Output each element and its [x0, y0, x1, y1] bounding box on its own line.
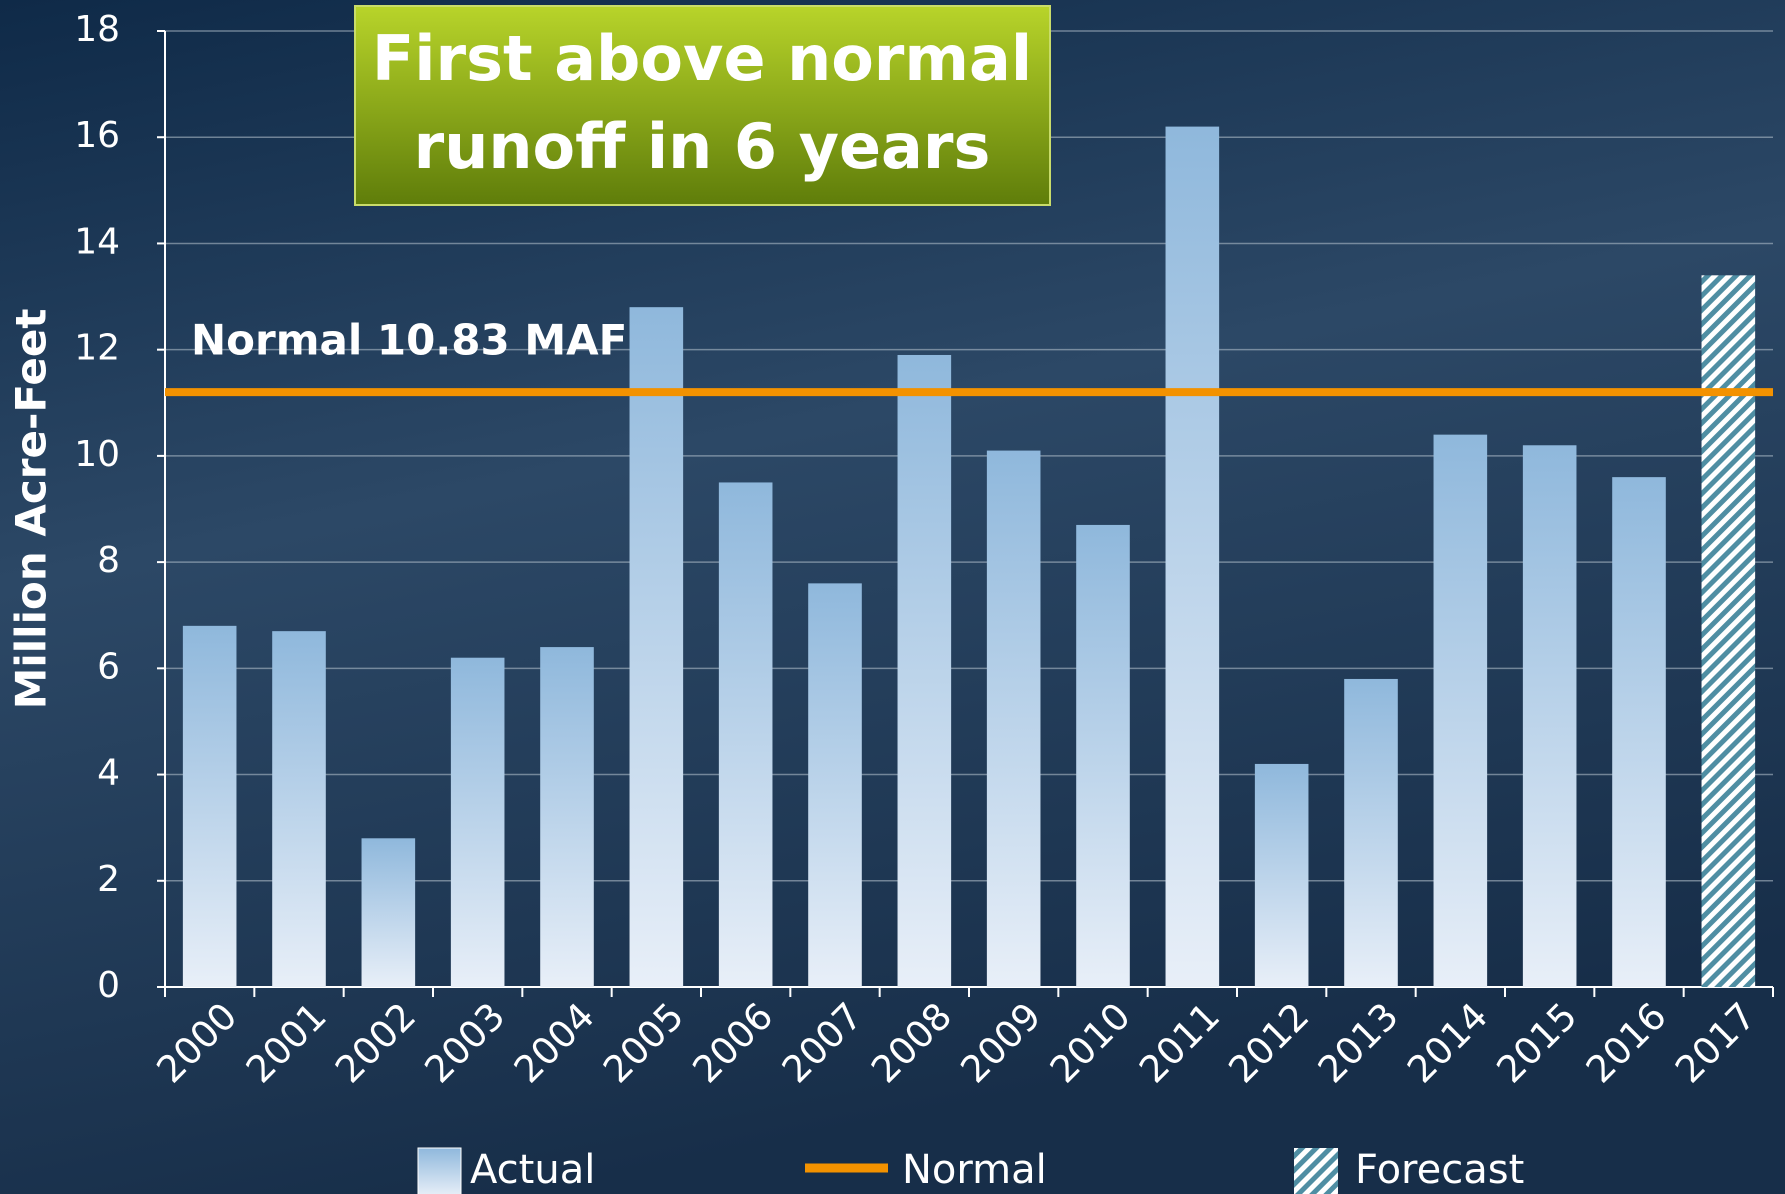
- y-tick-label: 10: [74, 434, 120, 475]
- bar: [361, 838, 416, 987]
- annotation: Normal 10.83 MAF: [191, 316, 627, 365]
- y-tick-label: 18: [74, 9, 120, 50]
- y-tick-label: 0: [97, 965, 120, 1006]
- legend-swatch: [1294, 1148, 1338, 1194]
- bar: [1522, 445, 1577, 987]
- legend-label: Forecast: [1355, 1147, 1524, 1193]
- bar: [808, 583, 862, 987]
- bar: [1076, 524, 1130, 987]
- y-tick-label: 4: [97, 753, 120, 794]
- bar: [182, 625, 237, 987]
- chart-title: runoff in 6 years: [414, 110, 991, 183]
- bar: [1433, 434, 1488, 988]
- y-axis-label: Million Acre-Feet: [7, 309, 56, 710]
- legend-label: Actual: [470, 1147, 595, 1193]
- y-tick-label: 2: [97, 859, 120, 900]
- bar: [540, 647, 594, 987]
- bar: [272, 631, 326, 987]
- chart-title: First above normal: [372, 22, 1032, 95]
- legend-label: Normal: [902, 1147, 1047, 1193]
- bar: [718, 482, 773, 987]
- legend-swatch: [417, 1147, 462, 1194]
- title-box: [354, 5, 1051, 206]
- bar: [1254, 763, 1309, 987]
- y-tick-label: 8: [97, 540, 120, 581]
- bar: [629, 307, 684, 988]
- y-tick-label: 16: [74, 115, 120, 156]
- bar: [1344, 678, 1398, 987]
- y-tick-label: 14: [74, 221, 120, 262]
- bar: [986, 450, 1041, 988]
- bar: [897, 354, 952, 987]
- y-tick-label: 12: [74, 328, 120, 369]
- bar: [450, 657, 505, 987]
- bar: [1165, 126, 1220, 988]
- y-tick-label: 6: [97, 646, 120, 687]
- bar: [1612, 477, 1666, 987]
- bar: [1701, 275, 1756, 987]
